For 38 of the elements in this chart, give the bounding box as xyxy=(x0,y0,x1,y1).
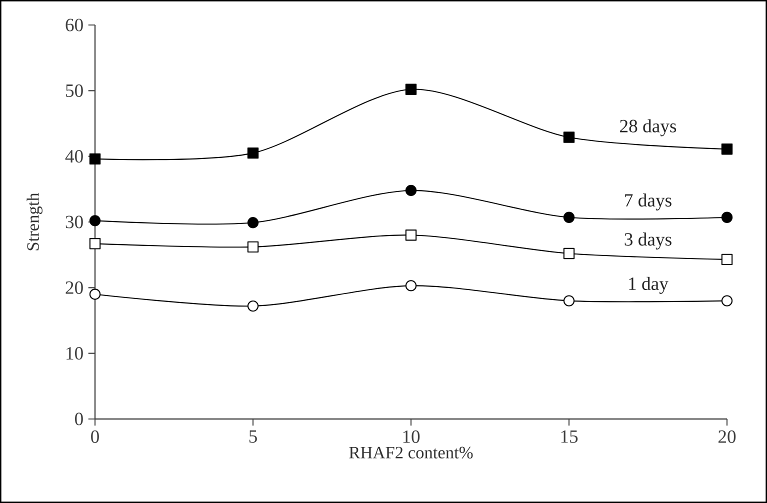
point xyxy=(247,241,259,253)
point xyxy=(563,295,575,306)
point xyxy=(563,248,575,260)
point xyxy=(89,288,101,300)
point xyxy=(563,212,575,223)
point xyxy=(721,144,733,155)
point xyxy=(721,212,733,223)
point xyxy=(721,254,733,266)
series-label: 3 days xyxy=(624,232,672,250)
point xyxy=(247,300,259,312)
point xyxy=(405,184,417,196)
y-tick-label: 30 xyxy=(66,216,83,228)
point xyxy=(405,230,417,241)
y-tick-label: 50 xyxy=(66,84,83,97)
point xyxy=(405,280,417,292)
x-axis-title: RHAF2 content% xyxy=(349,446,473,459)
y-tick-label: 60 xyxy=(66,18,83,32)
x-tick-label: 10 xyxy=(403,430,420,443)
point xyxy=(563,132,575,143)
y-tick-label: 20 xyxy=(66,281,83,294)
point xyxy=(247,217,259,228)
x-tick-label: 0 xyxy=(91,430,99,443)
y-tick-label: 10 xyxy=(66,347,83,360)
x-tick-label: 5 xyxy=(249,430,257,443)
point xyxy=(89,153,101,165)
series-label: 28 days xyxy=(620,119,676,136)
point xyxy=(721,295,733,306)
x-tick-label: 20 xyxy=(718,430,736,443)
y-axis-title: Strength xyxy=(26,192,42,250)
point xyxy=(89,215,101,226)
point xyxy=(405,84,417,95)
series-label: 7 days xyxy=(625,193,672,210)
point xyxy=(247,147,259,159)
point xyxy=(89,238,101,250)
x-tick-label: 15 xyxy=(561,430,578,443)
series-label: 1 day xyxy=(629,276,668,294)
y-tick-label: 0 xyxy=(75,412,83,426)
y-tick-label: 40 xyxy=(65,150,83,163)
